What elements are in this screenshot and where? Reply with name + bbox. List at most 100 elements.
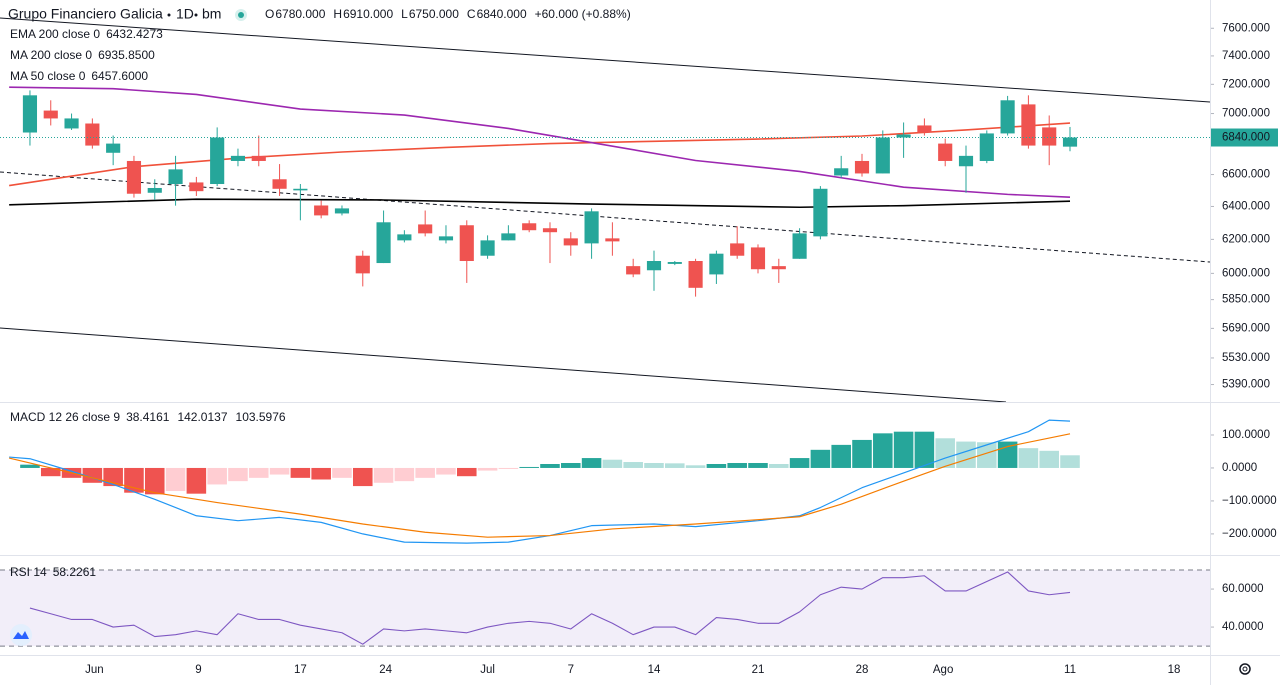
logo[interactable]	[10, 624, 32, 646]
ohlc-key: L	[401, 7, 408, 21]
candle-body	[251, 155, 266, 161]
x-tick-label: Jun	[85, 664, 104, 676]
trend-line-lower	[0, 327, 1007, 403]
candle-body	[210, 137, 225, 185]
y-tick-label: 6600.000	[1222, 169, 1270, 181]
y-tick-label: 5390.000	[1222, 379, 1270, 391]
candle-body	[834, 168, 849, 176]
y-tick-label: 7600.000	[1222, 22, 1270, 34]
histogram-bar	[893, 431, 914, 468]
candle-body	[750, 247, 766, 270]
ohlc-value: 6840.000	[477, 7, 527, 21]
candle-body	[605, 238, 620, 242]
histogram-bar	[207, 467, 227, 485]
legend-name: EMA 200 close 0	[10, 27, 100, 41]
histogram-bar	[977, 442, 997, 468]
status-dot	[238, 12, 244, 18]
candle-body	[522, 223, 537, 231]
histogram-bar	[623, 462, 643, 468]
y-tick-label: 6400.000	[1222, 200, 1270, 212]
histogram-bar	[144, 467, 165, 495]
histogram-bar	[1039, 450, 1059, 468]
candle-body	[584, 211, 599, 244]
y-tick-label: 60.0000	[1222, 583, 1264, 595]
y-tick-label: 6000.000	[1222, 267, 1270, 279]
legend-value: 58.2261	[53, 565, 97, 579]
candle-body	[626, 266, 641, 275]
settings[interactable]	[1239, 663, 1251, 675]
ohlc-key: C	[467, 7, 476, 21]
ohlc-value: 6750.000	[409, 7, 459, 21]
histogram-bar	[436, 467, 456, 475]
price-change: +60.000 (+0.88%)	[535, 7, 631, 21]
y-tick-label: 7200.000	[1222, 78, 1270, 90]
x-tick-label: 7	[568, 664, 574, 676]
candle-body	[1042, 127, 1057, 146]
y-tick-label: −100.0000	[1222, 495, 1277, 507]
histogram-bar	[956, 441, 976, 468]
candle-body	[168, 169, 183, 185]
exchange: bm	[202, 6, 221, 22]
histogram-bar	[352, 467, 373, 487]
histogram-bar	[935, 438, 955, 468]
histogram-bar	[831, 444, 851, 468]
legend-value: 103.5976	[236, 410, 286, 424]
candle-body	[813, 188, 828, 237]
candle-body	[1000, 100, 1015, 134]
candle-body	[501, 233, 516, 241]
x-tick-label: 9	[195, 664, 201, 676]
line	[9, 198, 1071, 209]
candle-body	[459, 225, 474, 262]
histogram-bar	[40, 467, 61, 477]
histogram-bar	[457, 467, 477, 477]
last-price-box	[1210, 128, 1278, 147]
candle-body	[376, 222, 391, 264]
gear-icon[interactable]	[1239, 663, 1251, 675]
x-tick-label: Jul	[480, 664, 495, 676]
histogram-bar	[789, 458, 810, 468]
last-price-label: 6840.000	[1222, 132, 1270, 144]
gear-center[interactable]	[1242, 666, 1248, 672]
y-tick-label: 0.0000	[1222, 462, 1257, 474]
legend-value: 6935.8500	[98, 48, 155, 62]
x-tick-label: 14	[648, 664, 661, 676]
back-layer	[0, 569, 1210, 647]
candle-body	[688, 261, 703, 288]
line	[9, 433, 1071, 538]
candle-body	[43, 110, 58, 119]
candle-body	[189, 182, 204, 192]
legend-value: 6457.6000	[91, 69, 148, 83]
mark-layer: O 6780.000 H 6910.000 L 6750.000 C 6840.000 +60.…	[0, 7, 1278, 676]
separator-dot	[194, 13, 198, 17]
candle-body	[106, 143, 121, 153]
histogram-bar	[1060, 455, 1080, 468]
histogram-bar	[602, 459, 623, 468]
indicator-title: MACD 12 26 close 9	[10, 410, 120, 424]
candle-body	[147, 187, 162, 193]
histogram-bar	[228, 467, 248, 482]
x-tick-label: 11	[1064, 664, 1076, 676]
ohlc-key: H	[333, 7, 342, 21]
histogram-bar	[290, 467, 311, 478]
candle-body	[667, 262, 682, 264]
candle-body	[563, 238, 578, 246]
interval: 1D	[176, 6, 194, 22]
candle-body	[293, 188, 308, 191]
candle-body	[979, 133, 994, 161]
legend-name: MA 200 close 0	[10, 48, 92, 62]
candle-body	[938, 143, 953, 161]
histogram-bar	[540, 463, 560, 468]
histogram-bar	[332, 467, 352, 478]
x-tick-label: 17	[294, 664, 307, 676]
histogram-bar	[914, 431, 935, 468]
candle-body	[22, 95, 38, 133]
candle-body	[85, 123, 100, 146]
indicator-title: RSI 14	[10, 565, 47, 579]
separator-dot	[167, 13, 171, 17]
candle-body	[355, 255, 370, 274]
y-tick-label: 7400.000	[1222, 50, 1270, 62]
line	[29, 571, 1071, 645]
logo-icon[interactable]	[13, 631, 29, 639]
